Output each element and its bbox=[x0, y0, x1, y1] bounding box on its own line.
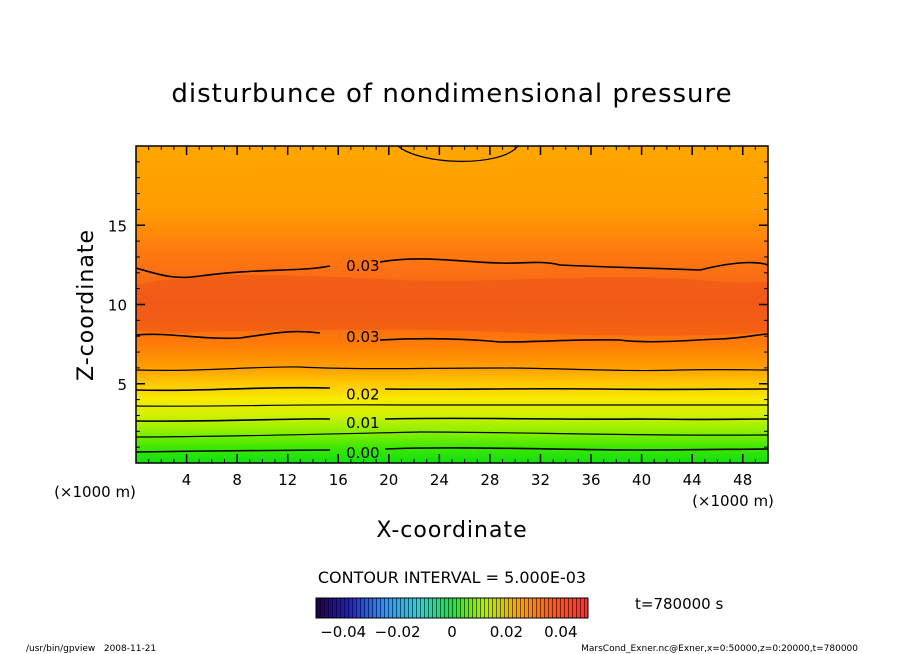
chart-title: disturbunce of nondimensional pressure bbox=[171, 79, 732, 109]
x-unit-label: (×1000 m) bbox=[692, 492, 774, 510]
x-tick-label: 36 bbox=[581, 471, 600, 489]
y-axis: 5 10 15 bbox=[108, 161, 768, 448]
x-tick-label: 24 bbox=[430, 471, 449, 489]
contour-labels: 0.03 0.03 0.02 0.01 0.00 bbox=[346, 257, 379, 462]
x-tick-label: 48 bbox=[733, 471, 752, 489]
contour-line-000 bbox=[135, 447, 769, 453]
x-axis-label: X-coordinate bbox=[376, 518, 527, 543]
colorbar-ticks: −0.04 −0.02 0 0.02 0.04 bbox=[320, 623, 577, 641]
colorbar-tick-label: 0.02 bbox=[490, 623, 523, 641]
contour-label: 0.03 bbox=[346, 257, 379, 275]
y-tick-label: 5 bbox=[117, 376, 127, 394]
plot-area bbox=[135, 145, 769, 464]
colorbar-tick-label: 0 bbox=[447, 623, 457, 641]
x-tick-label: 40 bbox=[632, 471, 651, 489]
contour-line-0015 bbox=[135, 404, 769, 407]
x-tick-label: 20 bbox=[379, 471, 398, 489]
footer-right: MarsCond_Exner.nc@Exner,x=0:50000,z=0:20… bbox=[581, 644, 858, 654]
contour-line-0025 bbox=[135, 366, 769, 372]
contour-line-003-upper bbox=[135, 258, 769, 279]
y-unit-label: (×1000 m) bbox=[54, 483, 136, 501]
contour-line-001 bbox=[135, 417, 769, 422]
y-tick-label: 10 bbox=[108, 297, 127, 315]
contour-line-002 bbox=[135, 386, 769, 392]
contour-label: 0.02 bbox=[346, 385, 379, 403]
contour-line-top bbox=[397, 145, 519, 162]
contour-label: 0.01 bbox=[346, 414, 379, 432]
colorbar-tick-label: −0.02 bbox=[375, 623, 421, 641]
y-axis-label: Z-coordinate bbox=[74, 229, 99, 381]
y-tick-label: 15 bbox=[108, 217, 127, 235]
contour-line-0005 bbox=[135, 431, 769, 438]
x-tick-label: 8 bbox=[232, 471, 242, 489]
contour-label: 0.03 bbox=[346, 328, 379, 346]
colorbar-frame bbox=[315, 597, 589, 619]
footer-left: /usr/bin/gpview 2008-11-21 bbox=[26, 644, 156, 654]
contour-fill-max-band bbox=[136, 275, 768, 336]
x-tick-label: 4 bbox=[182, 471, 192, 489]
x-axis: 4 8 12 16 20 24 28 32 36 40 44 48 bbox=[148, 146, 756, 489]
x-tick-label: 28 bbox=[480, 471, 499, 489]
colorbar bbox=[315, 597, 589, 619]
x-tick-label: 44 bbox=[683, 471, 702, 489]
x-tick-label: 32 bbox=[531, 471, 550, 489]
time-label: t=780000 s bbox=[635, 595, 723, 613]
colorbar-bins bbox=[316, 598, 588, 618]
colorbar-tick-label: −0.04 bbox=[320, 623, 366, 641]
x-tick-label: 12 bbox=[278, 471, 297, 489]
contour-interval-label: CONTOUR INTERVAL = 5.000E-03 bbox=[318, 568, 586, 587]
colorbar-tick-label: 0.04 bbox=[544, 623, 577, 641]
contour-line-003-lower bbox=[135, 330, 769, 343]
x-tick-label: 16 bbox=[329, 471, 348, 489]
contour-label: 0.00 bbox=[346, 444, 379, 462]
